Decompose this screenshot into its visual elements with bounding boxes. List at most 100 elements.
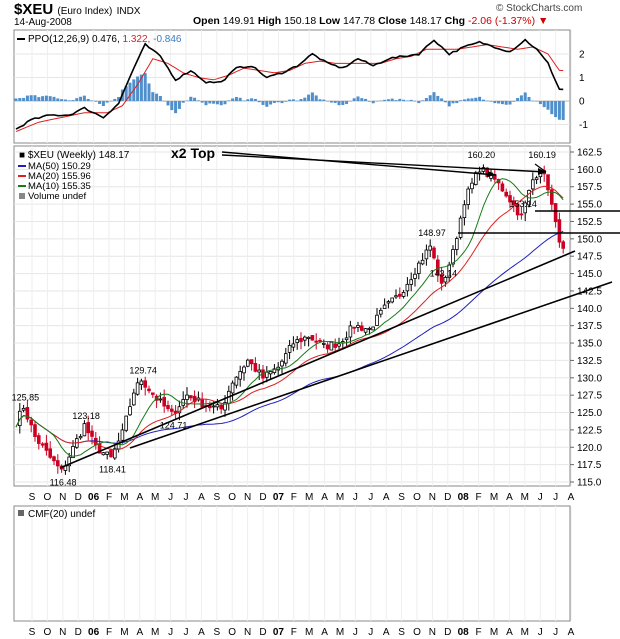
arrow-head-1 [487, 171, 496, 177]
x-tick-label: S [29, 627, 36, 638]
price-label: 160.20 [468, 150, 496, 160]
x-tick-label: F [476, 492, 482, 503]
ppo-hist-bar [143, 73, 147, 101]
x-tick-label: M [120, 627, 128, 638]
chg-value: -2.06 (-1.37%) [467, 15, 536, 27]
x-tick-label: J [168, 627, 173, 638]
price-tick-label: 127.5 [577, 391, 602, 402]
ppo-hist-bar [451, 101, 455, 104]
candle-body [500, 183, 505, 192]
x-tick-label: 07 [273, 627, 285, 638]
ppo-hist-bar [542, 101, 546, 108]
x-tick-label: M [336, 627, 344, 638]
x-tick-label: O [413, 627, 421, 638]
candle-body [394, 295, 398, 298]
x-tick-label: O [228, 492, 236, 503]
candle-body [147, 388, 151, 392]
candle-body [219, 404, 224, 410]
candle-body [424, 249, 429, 260]
ppo-hist-bar [329, 101, 333, 103]
ppo-hist-bar [18, 97, 22, 101]
ppo-hist-bar [246, 99, 250, 101]
candle-body [78, 436, 83, 439]
x-tick-label: A [568, 492, 575, 503]
ppo-hist-bar [428, 95, 432, 101]
candle-body [553, 203, 558, 223]
cmf-legend: CMF(20) undef [18, 509, 95, 520]
x-tick-label: M [120, 492, 128, 503]
candle-body [128, 406, 132, 416]
x-tick-label: N [429, 492, 436, 503]
double-top-arrow-2 [221, 154, 547, 173]
candle-body [416, 262, 421, 274]
candle-body [192, 395, 197, 403]
candle-body [546, 174, 550, 191]
ppo-lines [15, 38, 564, 133]
x-tick-label: F [291, 492, 297, 503]
x-tick-label: D [75, 492, 82, 503]
high-label: High [257, 15, 282, 27]
x-tick-label: O [44, 492, 52, 503]
ppo-hist-bar [219, 101, 223, 106]
candle-body [185, 394, 189, 400]
ppo-hist-bar [455, 101, 459, 104]
ppo-hist-bar [379, 100, 383, 102]
ppo-hist-bar [523, 92, 527, 101]
candle-body [48, 448, 52, 458]
high-value: 150.18 [284, 15, 317, 27]
ppo-hist-bar [189, 96, 193, 101]
candle-body [120, 429, 125, 441]
down-arrow-icon: ▼ [538, 15, 549, 27]
x-tick-label: S [398, 627, 405, 638]
candle-body [359, 325, 364, 331]
chart-date: 14-Aug-2008 [14, 17, 72, 28]
x-axis-price: S O N D 06 F M A M J J A S O N D 07 F M A M J J A S O N D 08 F M A M J J A [29, 492, 575, 503]
price-tick-label: 152.5 [577, 217, 602, 228]
ppo-hist-bar [409, 99, 413, 101]
x-tick-label: J [353, 492, 358, 503]
ppo-legend: PPO(12,26,9) 0.476, 1.322, -0.846 [17, 34, 182, 45]
ppo-hist-bar [314, 95, 318, 101]
x-tick-label: S [29, 492, 36, 503]
ppo-hist-bar [41, 96, 45, 101]
ppo-hist-bar [546, 101, 550, 110]
ppo-hist-bar [527, 96, 531, 101]
ppo-hist-bar [284, 101, 288, 102]
candle-body [82, 423, 87, 437]
ppo-hist-bar [56, 98, 60, 101]
candle-body [150, 392, 155, 395]
ppo-hist-bar [394, 100, 398, 101]
x-tick-label: D [259, 492, 266, 503]
x-tick-label: J [168, 492, 173, 503]
ppo-hist-bar [504, 101, 508, 105]
ppo-hist-bar [33, 95, 37, 101]
candle-body [454, 238, 459, 250]
ppo-hist-bar [71, 100, 75, 101]
price-tick-label: 145.0 [577, 269, 602, 280]
ppo-hist-bar [322, 99, 326, 101]
candle-body [367, 327, 372, 330]
svg-text:■ $XEU (Weekly) 148.17: ■ $XEU (Weekly) 148.17 [19, 150, 130, 161]
x-axis-cmf: S O N D 06 F M A M J J A S O N D 07 F M A M J J A S O N D 08 F M A M J J A [29, 627, 575, 638]
ppo-hist-bar [417, 101, 421, 104]
candle-body [139, 380, 144, 385]
candle-body [519, 213, 524, 216]
ppo-legend-v1: 0.476, [92, 34, 120, 45]
ppo-hist-bar [303, 97, 307, 101]
ppo-hist-bar [493, 101, 497, 104]
ppo-hist-bar [516, 97, 520, 101]
ma50-line [15, 230, 564, 444]
ppo-hist-bar [242, 100, 246, 102]
candle-body [90, 430, 94, 437]
ppo-hist-bar [318, 99, 322, 101]
ppo-hist-bar [44, 95, 48, 101]
x-tick-label: A [383, 627, 390, 638]
trendlines [59, 151, 620, 469]
candle-body [470, 182, 474, 190]
candle-body [40, 443, 45, 446]
candle-body [143, 380, 148, 388]
ppo-hist-bar [470, 98, 474, 101]
candle-body [215, 404, 220, 408]
candle-body [230, 382, 235, 394]
